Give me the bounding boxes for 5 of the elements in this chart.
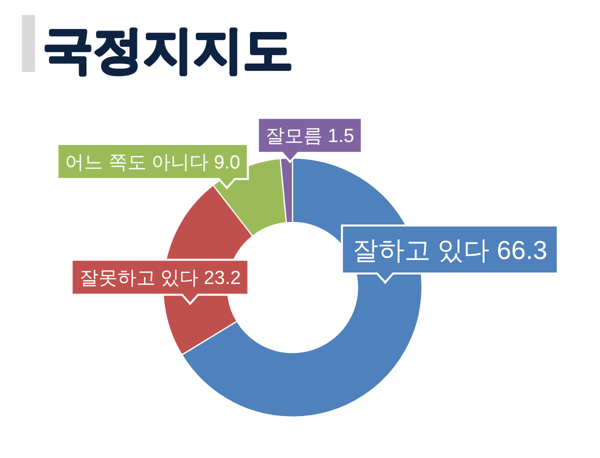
slice-label: 잘모름 1.5 (266, 126, 354, 148)
title: 국정지지도 (43, 22, 293, 78)
slice-label: 잘하고 있다 66.3 (352, 234, 548, 265)
slice-label: 잘못하고 있다 23.2 (79, 268, 241, 290)
slice-label: 어느 쪽도 아니다 9.0 (65, 152, 240, 174)
